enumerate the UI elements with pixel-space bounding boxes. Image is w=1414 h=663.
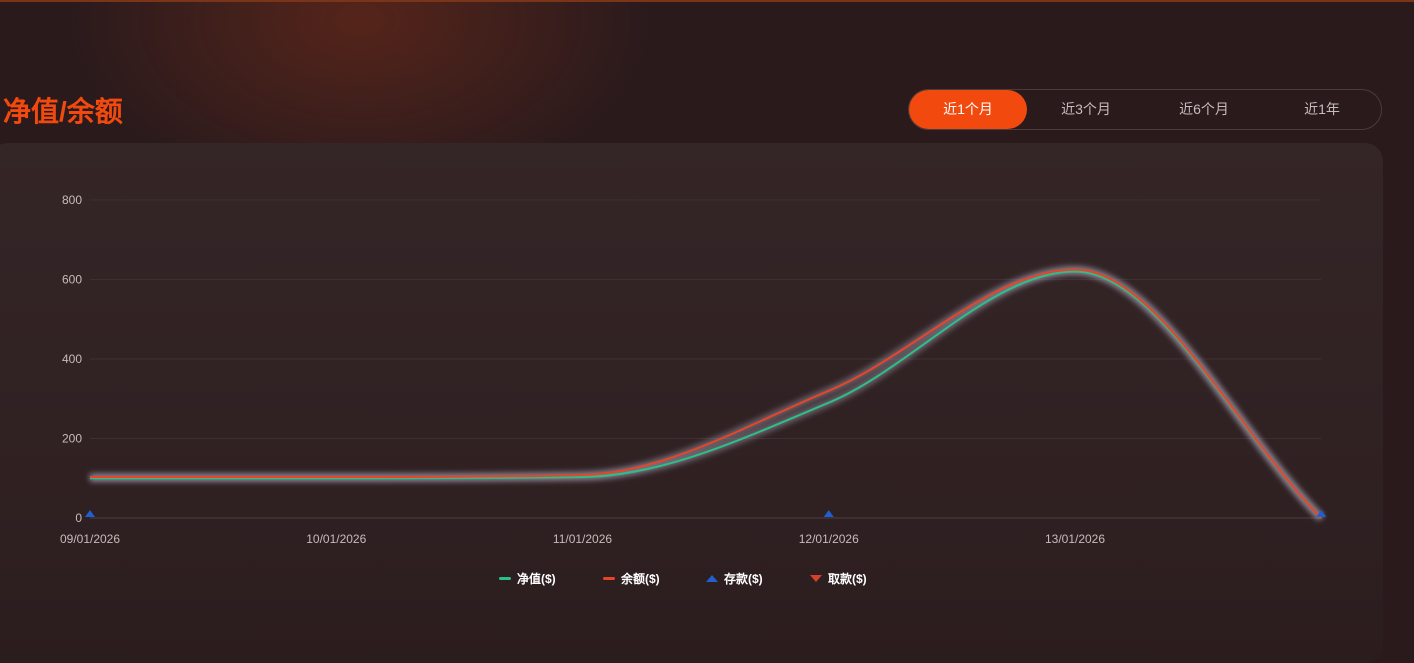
legend-deposit[interactable]: 存款($) <box>706 570 763 586</box>
series-glow-0 <box>89 268 1324 521</box>
legend-balance-label: 余额($) <box>621 571 660 586</box>
legend-balance[interactable]: 余额($) <box>603 570 660 586</box>
legend-deposit-label: 存款($) <box>724 571 763 586</box>
chart-panel <box>0 143 1383 663</box>
tab-1-month[interactable]: 近1个月 <box>909 90 1027 129</box>
chart-title: 净值/余额 <box>3 96 123 127</box>
tab-1-year[interactable]: 近1年 <box>1304 101 1340 117</box>
y-tick-label: 200 <box>62 432 82 446</box>
y-tick-label: 400 <box>62 352 82 366</box>
x-tick-label: 09/01/2026 <box>60 532 120 546</box>
legend-deposit-triangle-up-icon <box>706 574 718 582</box>
legend-withdraw-label: 取款($) <box>828 571 867 586</box>
equity-balance-chart: 0 200 400 600 800 09/01/2026 10/01/2026 11/01/… <box>60 193 1327 546</box>
tab-6-months[interactable]: 近6个月 <box>1179 101 1229 117</box>
deposit-marker[interactable] <box>85 510 95 517</box>
legend-withdraw[interactable]: 取款($) <box>810 570 867 586</box>
balance-line <box>90 268 1322 519</box>
legend-withdraw-triangle-down-icon <box>810 574 822 582</box>
deposit-marker[interactable] <box>1316 510 1327 517</box>
x-tick-label: 12/01/2026 <box>799 532 859 546</box>
y-tick-label: 800 <box>62 193 82 207</box>
range-tabs: 近1个月 近3个月 近6个月 近1年 <box>908 89 1382 130</box>
legend-equity-label: 净值($) <box>517 571 556 586</box>
legend-equity-line-icon <box>499 576 511 580</box>
x-tick-label: 11/01/2026 <box>553 532 612 546</box>
deposit-marker[interactable] <box>823 510 834 517</box>
chart-legend: 净值($) 余额($) 存款($) 取款($) <box>0 570 1414 586</box>
y-tick-label: 600 <box>62 273 82 287</box>
x-tick-label: 10/01/2026 <box>306 532 366 546</box>
tab-3-months[interactable]: 近3个月 <box>1061 101 1111 117</box>
x-tick-label: 13/01/2026 <box>1045 532 1105 546</box>
legend-balance-line-icon <box>603 576 615 580</box>
legend-equity[interactable]: 净值($) <box>499 570 556 586</box>
equity-line <box>89 270 1322 519</box>
y-tick-label: 0 <box>75 511 82 525</box>
top-accent-line <box>0 0 1414 2</box>
